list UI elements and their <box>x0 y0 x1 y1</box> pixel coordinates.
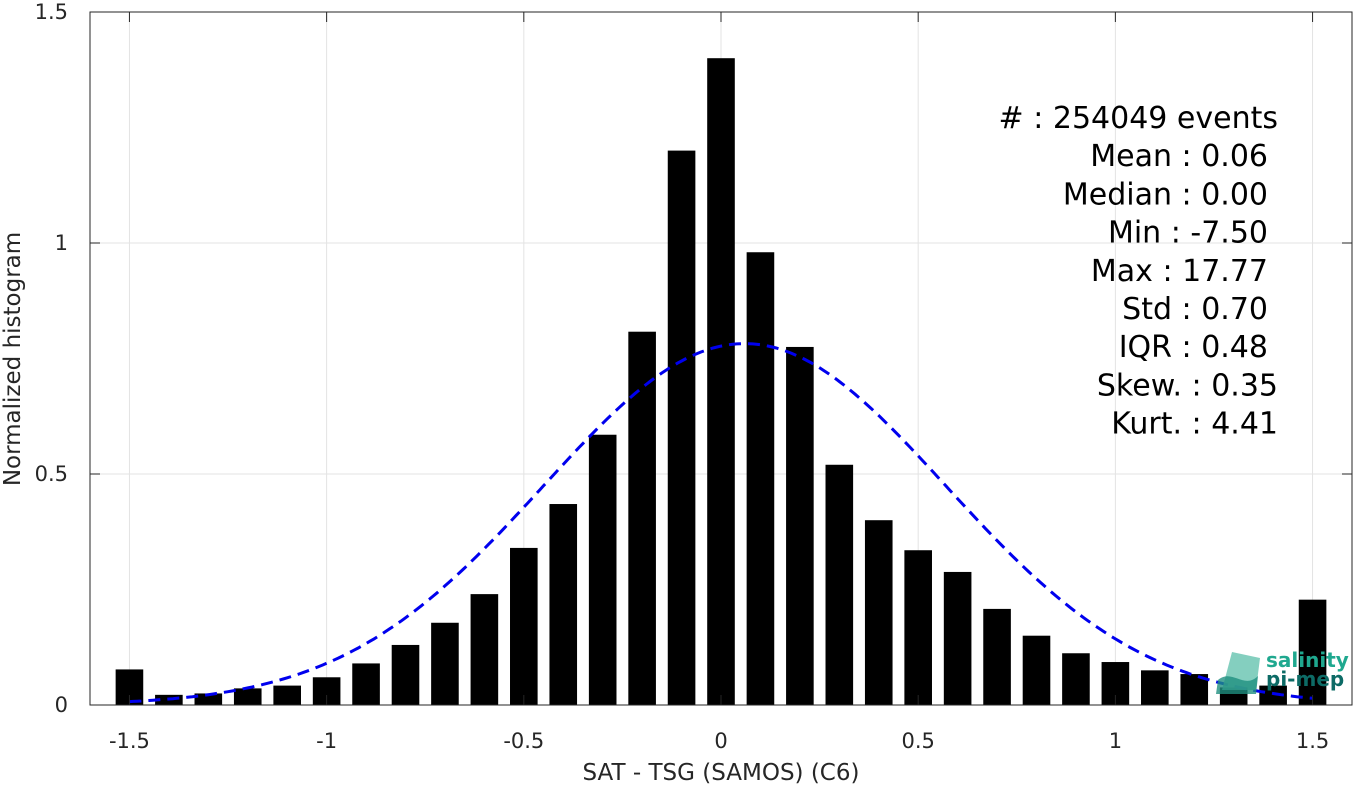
histogram-bar <box>1022 635 1051 705</box>
y-axis-ticks: 0 0.5 1 1.5 <box>35 0 1352 717</box>
logo-text-salinity: salinity <box>1266 648 1349 672</box>
x-axis-label: SAT - TSG (SAMOS) (C6) <box>583 760 860 785</box>
histogram-bar <box>904 550 932 705</box>
stat-line: Median : 0.00 <box>1063 177 1268 212</box>
x-tick-label: -0.5 <box>503 729 544 753</box>
histogram-bar <box>273 685 301 705</box>
histogram-bar <box>825 464 854 705</box>
y-tick-label: 0.5 <box>35 462 68 486</box>
stat-line: Skew. : 0.35 <box>1097 368 1278 403</box>
stat-line: # : 254049 events <box>999 101 1278 136</box>
gaussian-fit-curve <box>129 342 1313 704</box>
histogram-bar <box>510 547 538 705</box>
histogram-bar <box>786 346 814 705</box>
histogram-bar <box>983 608 1011 705</box>
salinity-pimep-logo: salinity pi-mep <box>1216 648 1349 694</box>
stat-line: Min : -7.50 <box>1108 216 1268 251</box>
y-tick-label: 1.5 <box>35 0 68 24</box>
histogram-bar <box>667 150 696 706</box>
histogram-bar <box>943 571 972 705</box>
y-tick-label: 1 <box>55 231 68 255</box>
histogram-bar <box>431 622 459 705</box>
y-tick-label: 0 <box>55 693 68 717</box>
histogram-bar <box>391 644 420 705</box>
x-tick-label: -1 <box>316 729 337 753</box>
histogram-bar <box>707 58 735 705</box>
x-axis-ticks: -1.5 -1 -0.5 0 0.5 1 1.5 <box>109 12 1329 753</box>
stat-line: Kurt. : 4.41 <box>1111 407 1278 442</box>
histogram-bar <box>864 520 893 705</box>
x-tick-label: -1.5 <box>109 729 150 753</box>
histogram-bar <box>1141 670 1169 705</box>
stat-line: IQR : 0.48 <box>1119 330 1268 365</box>
histogram-bar <box>746 252 775 706</box>
histogram-bar <box>352 663 380 705</box>
logo-emblem-wave <box>1216 676 1258 694</box>
histogram-bar <box>233 688 262 705</box>
x-tick-label: 0 <box>714 729 727 753</box>
histogram-bar <box>549 504 578 705</box>
stat-line: Mean : 0.06 <box>1090 139 1268 174</box>
stat-line: Max : 17.77 <box>1091 254 1268 289</box>
histogram-bar <box>1062 653 1090 705</box>
x-tick-label: 0.5 <box>901 729 934 753</box>
histogram-bar <box>1298 599 1327 705</box>
stat-line: Std : 0.70 <box>1122 292 1268 327</box>
x-tick-label: 1 <box>1109 729 1122 753</box>
histogram-bar <box>628 331 656 705</box>
histogram-bar <box>1259 685 1287 705</box>
histogram-bar <box>194 693 223 705</box>
histogram-bar <box>588 434 617 705</box>
x-tick-label: 1.5 <box>1296 729 1329 753</box>
y-axis-label: Normalized histogram <box>0 232 26 486</box>
histogram-bar <box>470 594 499 705</box>
logo-text-pimep: pi-mep <box>1266 667 1344 691</box>
